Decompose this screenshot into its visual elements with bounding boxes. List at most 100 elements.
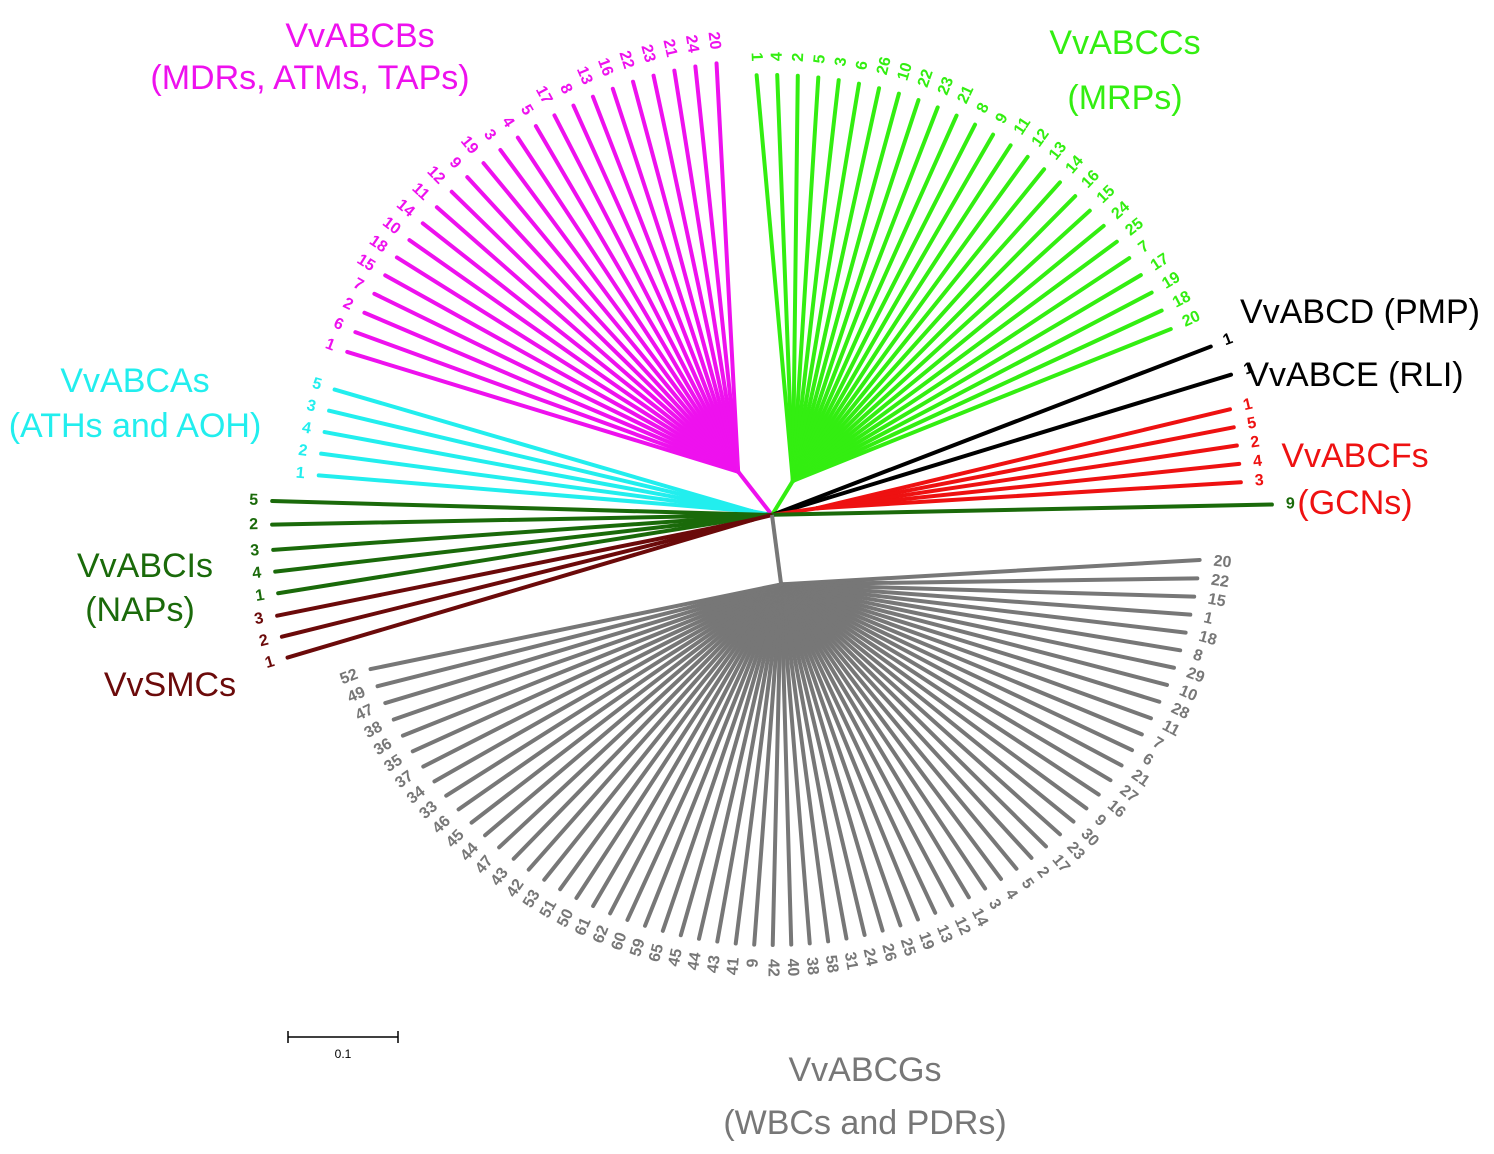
leaf-branch: [814, 461, 1242, 511]
leaf-branch: [631, 79, 741, 474]
leaf-label: 20: [1213, 553, 1233, 572]
leaf-branch: [779, 582, 1019, 871]
leaf-label: 41: [724, 957, 742, 976]
leaf-branch: [790, 143, 1013, 483]
leaf-branch: [779, 582, 1113, 783]
leaf-branch: [672, 68, 741, 474]
leaf-label: 31: [841, 951, 861, 972]
leaf-label: 1: [323, 336, 338, 355]
leaf-branch: [420, 221, 741, 474]
leaf-label: 6: [1139, 750, 1156, 769]
leaf-branch: [558, 582, 784, 892]
leaf-label: 36: [371, 735, 395, 759]
leaf-branch: [271, 512, 770, 552]
leaf-label: 22: [615, 49, 637, 71]
leaf-label: 43: [705, 954, 724, 974]
leaf-branch: [779, 582, 903, 928]
leaf-label: 18: [1170, 288, 1194, 311]
leaf-branch: [770, 582, 784, 947]
clade-subtitle: (WBCs and PDRs): [723, 1104, 1006, 1142]
leaf-branch: [372, 291, 741, 474]
leaf-label: 16: [594, 56, 616, 79]
leaf-branch: [779, 582, 1197, 599]
leaf-label: 21: [954, 83, 977, 106]
leaf-label: 29: [1184, 665, 1207, 687]
leaf-label: 18: [366, 232, 390, 256]
leaf-label: 11: [409, 180, 433, 204]
leaf-label: 3: [250, 542, 260, 560]
leaf-branch: [542, 582, 784, 882]
leaf-label: 1: [1242, 396, 1255, 415]
leaf-branch: [421, 582, 784, 769]
leaf-label: 4: [301, 419, 313, 437]
leaf-branch: [270, 512, 770, 527]
leaf-branch: [790, 239, 1119, 483]
leaf-label: 53: [520, 887, 544, 911]
leaf-label: 59: [627, 937, 649, 959]
clade: 1 VvABCE (RLI): [771, 356, 1464, 517]
leaf-label: 3: [985, 896, 1004, 912]
clade-title: VvABCBs: [285, 17, 434, 55]
leaf-branch: [368, 582, 784, 672]
leaf-label: 5: [1018, 875, 1037, 892]
leaf-label: 8: [974, 100, 993, 116]
leaf-branch: [752, 582, 784, 947]
leaf-label: 7: [350, 275, 366, 294]
clade-subtitle: (ATHs and AOH): [9, 407, 262, 445]
leaf-branch: [779, 582, 1188, 635]
clade-subtitle: (MDRs, ATMs, TAPs): [150, 59, 469, 97]
leaf-branch: [790, 91, 901, 483]
leaf-label: 13: [1046, 139, 1070, 164]
leaf-label: 2: [258, 632, 271, 651]
leaf-label: 4: [498, 114, 517, 131]
leaf-label: 3: [253, 610, 265, 628]
clade-title: VvABCGs: [788, 1051, 941, 1089]
leaf-label: 24: [860, 947, 880, 968]
leaf-label: 38: [803, 957, 822, 976]
stem-branch: [770, 479, 795, 517]
leaf-branch: [285, 517, 755, 660]
clade-subtitle: (MRPs): [1067, 79, 1182, 117]
leaf-label: 5: [1246, 414, 1258, 432]
leaf-branch: [383, 273, 741, 474]
leaf-branch: [779, 582, 1124, 768]
leaf-branch: [779, 582, 1076, 824]
leaf-label: 3: [1254, 472, 1264, 490]
leaf-branch: [779, 582, 1135, 753]
leaf-branch: [526, 582, 784, 872]
stem-branch: [736, 470, 774, 517]
leaf-label: 1: [254, 587, 266, 605]
leaf-branch: [590, 94, 741, 474]
leaf-branch: [511, 582, 784, 861]
scale-bar: 0.1: [287, 1031, 399, 1061]
leaf-label: 19: [915, 930, 937, 953]
leaf-branch: [781, 372, 1234, 514]
leaf-label: 19: [1159, 269, 1183, 293]
leaf-branch: [779, 582, 955, 908]
leaf-branch: [790, 208, 1092, 483]
leaf-branch: [610, 86, 741, 474]
leaf-branch: [790, 132, 996, 483]
leaf-branch: [779, 582, 1176, 670]
leaf-branch: [790, 113, 959, 483]
leaf-branch: [316, 473, 755, 514]
leaf-branch: [790, 223, 1106, 483]
leaf-label: 24: [1108, 198, 1133, 223]
leaf-label: 1: [748, 52, 765, 62]
leaf-label: 26: [878, 942, 899, 964]
leaf-branch: [779, 582, 1153, 721]
leaf-label: 23: [637, 43, 658, 65]
leaf-branch: [779, 582, 831, 944]
clade-subtitle: (GCNs): [1297, 484, 1412, 522]
leaf-branch: [779, 582, 1144, 737]
leaf-branch: [779, 582, 971, 900]
clade: 152 43 VvABCFs (GCNs): [771, 396, 1429, 522]
leaf-branch: [790, 105, 940, 483]
leaf-branch: [571, 103, 741, 474]
leaf-label: 2: [790, 52, 808, 62]
leaf-branch: [790, 256, 1132, 483]
leaf-label: 9: [446, 154, 465, 172]
leaf-label: 60: [608, 930, 630, 953]
leaf-branch: [775, 73, 795, 483]
leaf-label: 49: [345, 684, 368, 707]
